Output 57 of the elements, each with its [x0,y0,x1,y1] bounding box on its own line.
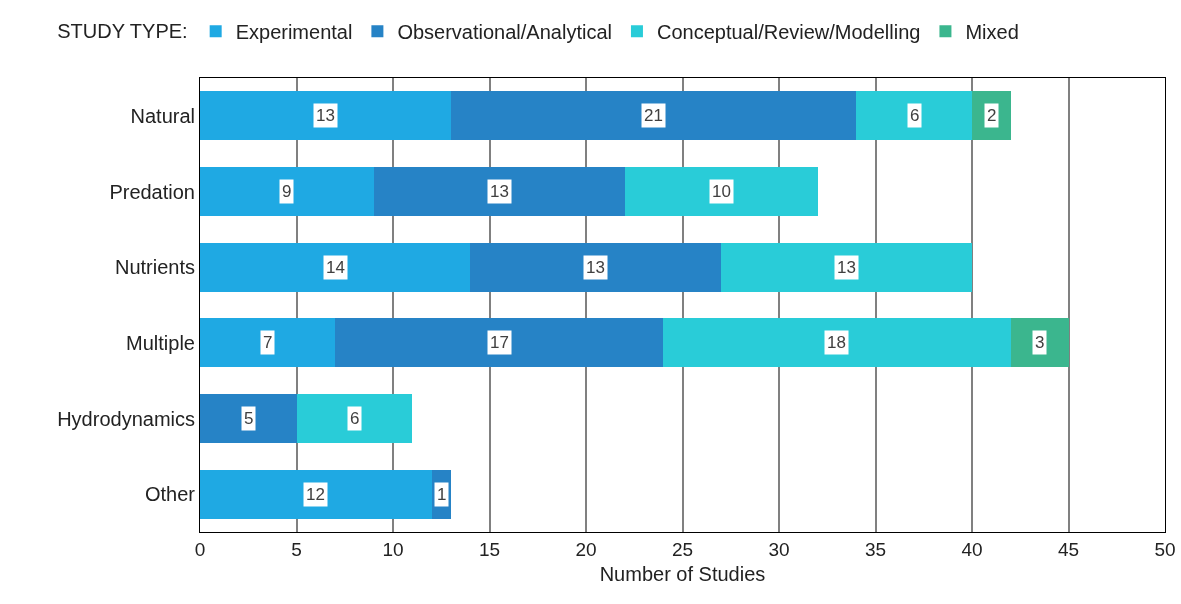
data-label: 5 [244,409,254,428]
legend-title: STUDY TYPE: [57,19,188,42]
bar [296,393,413,444]
x-tick-label: 5 [291,538,302,560]
legend-label: Conceptual/Review/Modelling [656,21,921,44]
y-tick-label: Other [144,483,196,506]
legend-label: Observational/Analytical [397,21,612,44]
data-label: 12 [306,485,325,504]
data-label: 1 [437,485,447,504]
x-tick-label: 40 [961,538,983,560]
bar [200,166,374,217]
bar [200,318,336,368]
bar [200,91,451,141]
y-tick-label: Natural [130,104,195,127]
data-label: 10 [712,182,731,201]
x-tick-label: 35 [864,538,887,560]
bar [200,242,471,292]
x-tick-label: 20 [575,538,597,560]
bar [450,91,857,141]
y-tick-label: Hydrodynamics [57,407,195,430]
data-label: 13 [837,258,856,277]
data-label: 18 [827,333,846,352]
data-label: 9 [282,182,292,201]
x-tick-label: 25 [671,538,694,560]
data-label: 14 [326,258,345,277]
bar [200,393,297,444]
bar [721,242,972,292]
bar [624,166,818,217]
data-label: 13 [490,182,509,201]
data-label: 2 [987,106,997,125]
legend-label: Mixed [965,21,1019,44]
y-tick-label: Multiple [126,331,195,354]
data-label: 6 [350,409,360,428]
bar [373,166,625,217]
data-label: 13 [586,258,605,277]
bar [200,469,432,519]
bar [335,318,664,368]
x-tick-label: 0 [194,538,206,560]
legend-label: Experimental [235,21,353,44]
data-label: 3 [1035,333,1045,352]
bar [1010,318,1069,368]
x-tick-label: 15 [478,538,501,560]
data-label: 6 [910,106,920,125]
bar [663,318,1011,368]
y-tick-label: Predation [109,180,195,203]
data-label: 7 [263,333,273,352]
x-tick-label: 10 [382,538,404,560]
x-tick-label: 45 [1057,538,1080,560]
x-tick-label: 50 [1154,538,1176,560]
x-tick-label: 30 [768,538,790,560]
y-tick-label: Nutrients [114,256,195,279]
data-label: 21 [644,106,663,125]
data-label: 13 [316,106,335,125]
bar [856,91,972,141]
data-label: 17 [490,333,509,352]
bar [470,242,722,292]
x-axis-title: Number of Studies [599,563,766,586]
